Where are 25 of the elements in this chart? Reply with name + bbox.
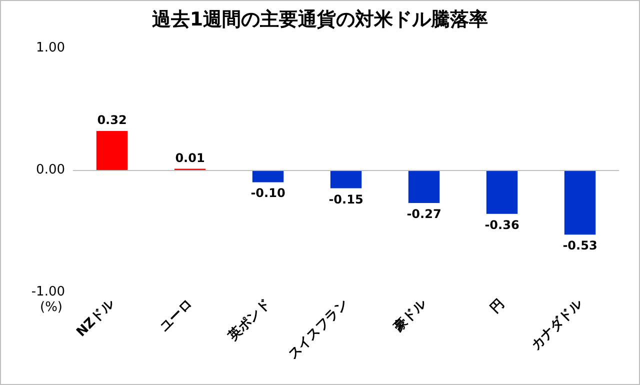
data-label: -0.53 xyxy=(562,238,598,253)
x-tick-label: ユーロ xyxy=(157,296,196,335)
data-label: 0.32 xyxy=(97,112,127,127)
y-tick-label: -1.00 xyxy=(31,284,65,300)
x-tick-label: NZドル xyxy=(74,296,118,340)
y-tick-label: 1.00 xyxy=(36,40,65,56)
bar xyxy=(486,170,518,214)
chart-title: 過去1週間の主要通貨の対米ドル騰落率 xyxy=(150,8,488,30)
data-label: 0.01 xyxy=(175,150,205,165)
x-tick-label: カナダドル xyxy=(528,296,586,354)
y-tick-label: 0.00 xyxy=(36,162,65,178)
bar xyxy=(96,130,128,170)
bar xyxy=(330,170,362,188)
bar xyxy=(252,170,284,182)
bar xyxy=(408,170,440,203)
data-label: -0.36 xyxy=(484,218,520,232)
x-tick-label: 円 xyxy=(488,296,508,316)
data-label: -0.27 xyxy=(406,206,442,221)
data-label: -0.15 xyxy=(328,192,364,206)
x-tick-label: スイスフラン xyxy=(286,296,352,362)
x-tick-label: 英ポンド xyxy=(225,296,274,345)
bar xyxy=(564,170,596,235)
x-tick-label: 豪ドル xyxy=(390,295,430,336)
data-label: -0.10 xyxy=(250,186,286,200)
y-axis-title: (%) xyxy=(40,300,62,315)
